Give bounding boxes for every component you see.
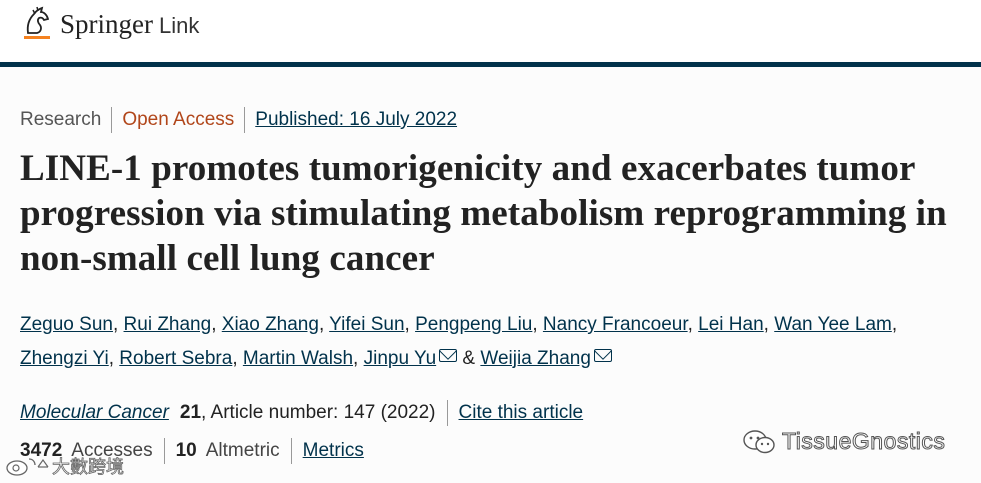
journal-link[interactable]: Molecular Cancer	[20, 402, 169, 423]
author-link[interactable]: Robert Sebra	[119, 348, 233, 369]
altmetric-count: 10	[175, 440, 197, 461]
article-title: LINE-1 promotes tumorigenicity and exace…	[20, 148, 947, 279]
watermark-text-left: 大數跨境	[52, 457, 125, 478]
springer-link-logo[interactable]: Springer Link	[22, 6, 199, 42]
article-metrics: 3472 Accesses 10 Altmetric Metrics	[20, 434, 960, 468]
divider	[290, 438, 292, 464]
author-link[interactable]: Zhengzi Yi	[20, 348, 109, 369]
author-link[interactable]: Xiao Zhang	[221, 314, 319, 335]
journal-volume: 21	[179, 402, 202, 423]
author-link[interactable]: Nancy Francoeur	[542, 314, 688, 335]
author-separator: &	[457, 348, 481, 369]
author-link[interactable]: Yifei Sun	[329, 314, 405, 335]
published-date-link[interactable]: Published: 16 July 2022	[255, 109, 458, 130]
author-separator: ,	[112, 314, 124, 335]
divider	[111, 107, 113, 133]
metrics-link[interactable]: Metrics	[302, 440, 364, 461]
author-separator: ,	[232, 348, 243, 369]
article-meta: Research Open Access Published: 16 July …	[20, 104, 960, 136]
open-access-badge: Open Access	[122, 109, 235, 130]
accesses-count: 3472	[20, 440, 63, 461]
site-header: Springer Link	[0, 0, 981, 67]
watermark-tissuegnostics: TissueGnostics	[742, 428, 945, 455]
divider	[446, 400, 448, 426]
divider	[244, 107, 246, 133]
author-separator: ,	[687, 314, 699, 335]
author-link[interactable]: Martin Walsh	[242, 348, 354, 369]
author-list: Zeguo Sun, Rui Zhang, Xiao Zhang, Yifei …	[20, 308, 955, 376]
header-divider-bar	[0, 62, 981, 67]
article-header: Research Open Access Published: 16 July …	[20, 104, 960, 468]
cite-article-link[interactable]: Cite this article	[458, 402, 584, 423]
altmetric-label: Altmetric	[205, 440, 280, 461]
journal-info: Molecular Cancer 21 , Article number: 14…	[20, 396, 960, 430]
author-separator: ,	[532, 314, 543, 335]
springer-horse-icon	[24, 6, 50, 39]
author-separator: ,	[353, 348, 364, 369]
author-link[interactable]: Rui Zhang	[123, 314, 212, 335]
email-icon[interactable]	[593, 349, 612, 362]
author-link[interactable]: Zeguo Sun	[20, 314, 113, 335]
brand-name: Springer	[60, 8, 153, 39]
author-link[interactable]: Lei Han	[698, 314, 764, 335]
author-separator: ,	[108, 348, 120, 369]
divider	[163, 438, 165, 464]
article-number: , Article number: 147 (2022)	[201, 402, 436, 423]
author-link[interactable]: Jinpu Yu	[363, 348, 437, 369]
email-icon[interactable]	[439, 349, 458, 362]
author-separator: ,	[211, 314, 222, 335]
author-link[interactable]: Weijia Zhang	[480, 348, 591, 369]
author-separator: ,	[318, 314, 330, 335]
author-separator: ,	[891, 314, 898, 335]
author-link[interactable]: Pengpeng Liu	[415, 314, 533, 335]
author-separator: ,	[763, 314, 775, 335]
brand-wordmark: Springer Link	[60, 9, 199, 40]
article-type: Research	[20, 109, 102, 130]
author-link[interactable]: Wan Yee Lam	[774, 314, 892, 335]
brand-suffix: Link	[158, 12, 200, 38]
watermark-weibo: 大數跨境	[5, 453, 124, 479]
watermark-text-right: TissueGnostics	[781, 428, 946, 455]
author-separator: ,	[404, 314, 416, 335]
wechat-icon	[743, 429, 775, 453]
accesses-label: Accesses	[71, 440, 153, 461]
weibo-icon	[6, 458, 49, 476]
